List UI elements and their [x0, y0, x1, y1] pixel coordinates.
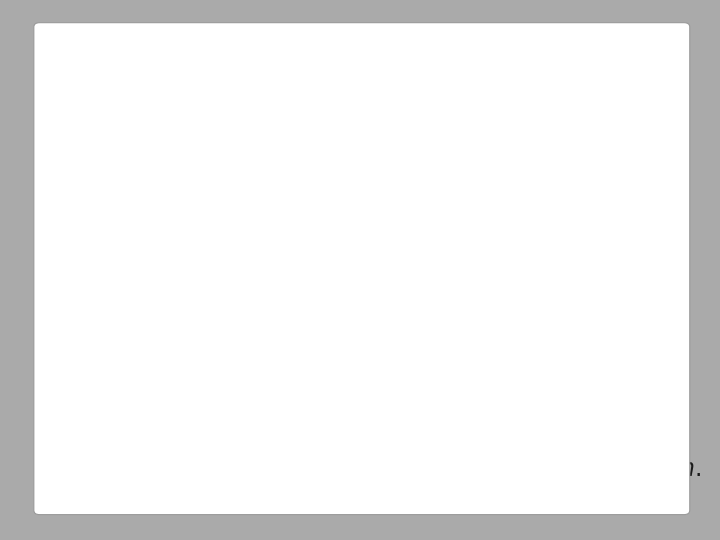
FancyBboxPatch shape [91, 80, 632, 213]
Text: x: x [144, 409, 158, 433]
Text: n: n [588, 409, 603, 433]
Text: denote the probability of success so that q,: denote the probability of success so tha… [159, 302, 679, 327]
Text: • Let: • Let [78, 409, 144, 433]
Text: .: . [694, 457, 701, 481]
Text: independent trials of the experiment: independent trials of the experiment [235, 240, 679, 264]
Text: Binomial Probability Distribution: Binomial Probability Distribution [149, 166, 575, 192]
Text: (which equals 1-p),  is the probability of failure.: (which equals 1-p), is the probability o… [78, 351, 638, 375]
Text: denote the number of successes in: denote the number of successes in [158, 409, 588, 433]
Text: • There are: • There are [78, 240, 220, 264]
Text: Notation Used in the: Notation Used in the [226, 108, 498, 134]
Text: • Let: • Let [78, 302, 144, 327]
Text: n: n [220, 240, 235, 264]
Text: ≤: ≤ [644, 457, 679, 481]
Text: n: n [679, 457, 694, 481]
Text: independent trials of the experiment.  So, 0 ≤: independent trials of the experiment. So… [78, 457, 631, 481]
Text: x: x [631, 457, 644, 481]
Text: p: p [144, 302, 159, 327]
